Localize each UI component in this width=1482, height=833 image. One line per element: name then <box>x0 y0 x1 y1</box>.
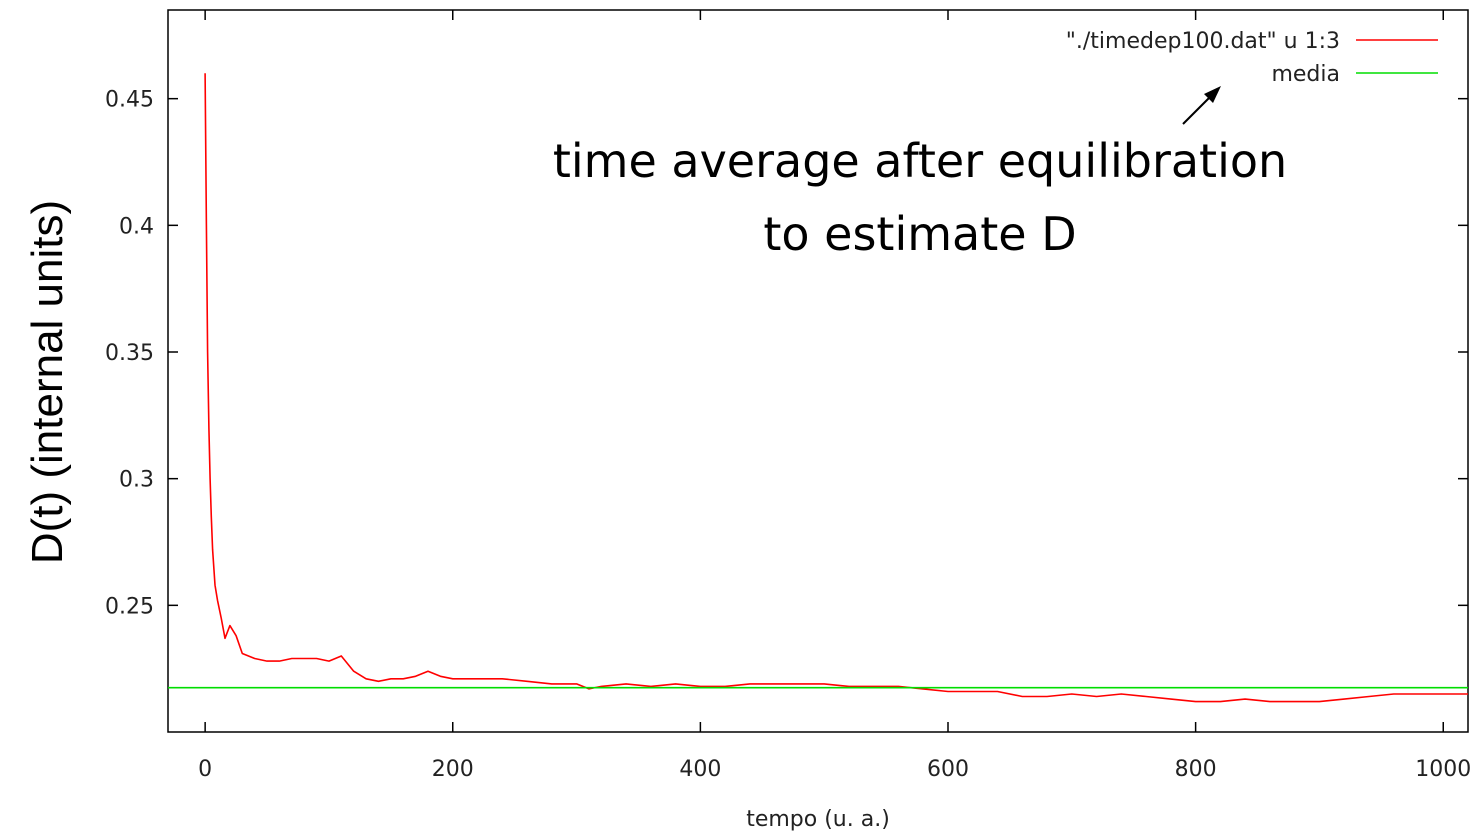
annotation-line-2: to estimate D <box>763 207 1076 261</box>
annotation-arrow-shaft <box>1182 94 1213 125</box>
y-axis-title: D(t) (internal units) <box>23 200 72 564</box>
legend-label-media: media <box>1271 62 1340 87</box>
y-tick-label: 0.35 <box>105 341 154 366</box>
annotation-arrow-head <box>1204 86 1221 103</box>
annotation-line-1: time average after equilibration <box>553 134 1287 188</box>
x-tick-label: 400 <box>679 757 721 782</box>
x-axis-title: tempo (u. a.) <box>746 807 890 832</box>
x-tick-label: 1000 <box>1415 757 1471 782</box>
y-tick-label: 0.3 <box>119 468 154 493</box>
legend-label-data: "./timedep100.dat" u 1:3 <box>1066 29 1340 54</box>
ticks: 0 200 400 600 800 1000 0.25 0.3 0.35 0.4 0.45 <box>105 10 1471 782</box>
y-tick-label: 0.45 <box>105 88 154 113</box>
x-tick-label: 200 <box>432 757 474 782</box>
x-tick-label: 600 <box>927 757 969 782</box>
y-tick-label: 0.25 <box>105 594 154 619</box>
legend: "./timedep100.dat" u 1:3 media <box>1066 29 1438 87</box>
x-tick-label: 0 <box>198 757 212 782</box>
x-tick-label: 800 <box>1175 757 1217 782</box>
plot-lines <box>168 73 1468 703</box>
y-tick-label: 0.4 <box>119 214 154 239</box>
plot-frame <box>167 9 1469 733</box>
series-line-data <box>204 73 1468 703</box>
